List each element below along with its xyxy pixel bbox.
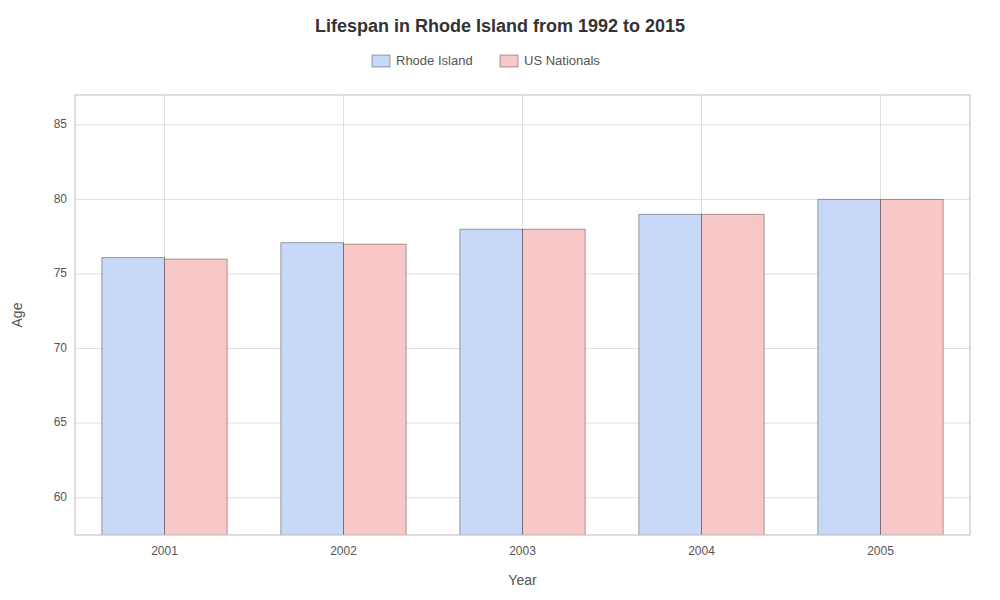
bar — [102, 258, 165, 535]
y-tick-label: 70 — [54, 341, 68, 355]
bar — [702, 214, 765, 535]
chart-svg: 60 65 70 75 80 85 2001 2002 2003 2004 2005 Year Age L… — [0, 0, 1000, 600]
y-tick-label: 85 — [54, 117, 68, 131]
bar — [523, 229, 586, 535]
bar — [881, 199, 944, 535]
y-axis-label: Age — [9, 302, 25, 327]
bar — [818, 199, 881, 535]
plot-frame — [75, 95, 970, 535]
chart-container: 60 65 70 75 80 85 2001 2002 2003 2004 2005 Year Age L… — [0, 0, 1000, 600]
bar — [165, 259, 228, 535]
x-tick-label: 2003 — [509, 544, 536, 558]
legend-swatch — [372, 55, 390, 67]
y-tick-label: 60 — [54, 490, 68, 504]
legend-label: US Nationals — [524, 53, 600, 68]
y-tick-label: 80 — [54, 192, 68, 206]
x-tick-label: 2001 — [151, 544, 178, 558]
x-tick-label: 2002 — [330, 544, 357, 558]
legend-swatch — [500, 55, 518, 67]
legend-label: Rhode Island — [396, 53, 473, 68]
bar — [344, 244, 407, 535]
x-axis-label: Year — [508, 572, 537, 588]
y-tick-label: 75 — [54, 266, 68, 280]
chart-title: Lifespan in Rhode Island from 1992 to 20… — [315, 16, 685, 36]
bar — [281, 243, 344, 535]
x-tick-label: 2005 — [867, 544, 894, 558]
x-tick-label: 2004 — [688, 544, 715, 558]
y-tick-label: 65 — [54, 415, 68, 429]
bar — [639, 214, 702, 535]
bars — [102, 199, 943, 535]
legend: Rhode Island US Nationals — [372, 53, 600, 68]
bar — [460, 229, 523, 535]
